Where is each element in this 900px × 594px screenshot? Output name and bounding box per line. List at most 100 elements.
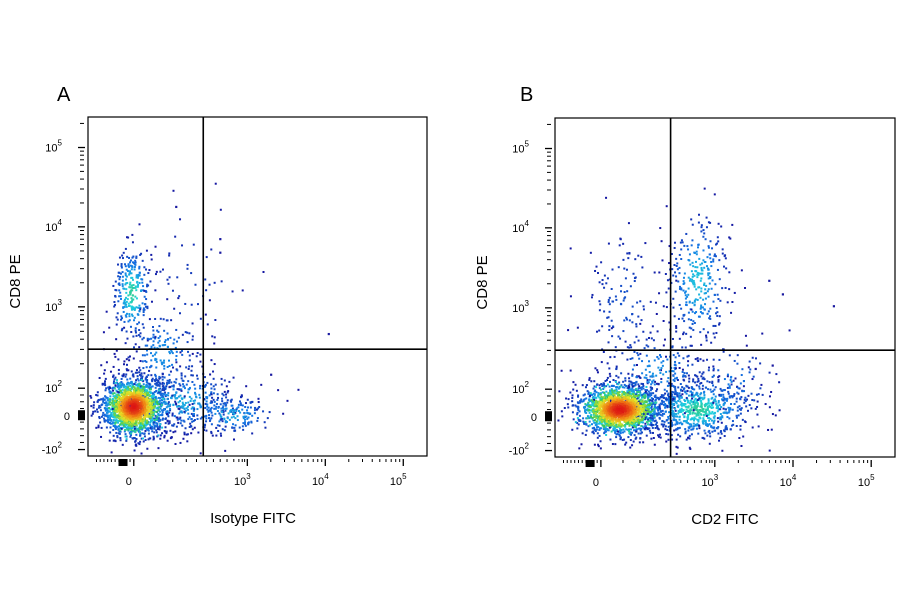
event-dot: [169, 429, 172, 432]
event-dot: [581, 432, 584, 435]
event-dot: [139, 420, 142, 423]
event-dot: [112, 414, 115, 417]
event-dot: [705, 410, 708, 413]
event-dot: [222, 394, 225, 397]
event-dot: [236, 415, 239, 418]
event-dot: [571, 400, 574, 403]
event-dot: [155, 410, 158, 413]
event-dot: [593, 428, 596, 431]
event-dot: [144, 426, 147, 429]
event-dot: [587, 392, 590, 395]
event-dot: [140, 396, 143, 399]
event-dot: [141, 385, 144, 388]
event-dot: [245, 415, 248, 418]
event-dot: [688, 380, 691, 383]
event-dot: [655, 406, 658, 409]
event-dot: [139, 408, 142, 411]
event-dot: [143, 387, 146, 390]
event-dot: [717, 426, 720, 429]
event-dot: [171, 352, 174, 355]
event-dot: [614, 426, 617, 429]
event-dot: [125, 305, 128, 308]
event-dot: [148, 394, 151, 397]
event-dot: [159, 270, 162, 273]
event-dot: [135, 399, 138, 402]
event-dot: [130, 403, 133, 406]
event-dot: [582, 406, 585, 409]
event-dot: [196, 417, 199, 420]
event-dot: [631, 426, 634, 429]
event-dot: [124, 263, 127, 266]
event-dot: [646, 428, 649, 431]
event-dot: [123, 326, 126, 329]
event-dot: [177, 421, 180, 424]
event-dot: [709, 405, 712, 408]
event-dot: [109, 403, 112, 406]
event-dot: [641, 425, 644, 428]
event-dot: [652, 418, 655, 421]
event-dot: [233, 426, 236, 429]
event-dot: [148, 405, 151, 408]
event-dot: [712, 427, 715, 430]
event-dot: [113, 387, 116, 390]
event-dot: [571, 396, 574, 399]
event-dot: [187, 367, 190, 370]
event-dot: [158, 381, 161, 384]
event-dot: [153, 417, 156, 420]
event-dot: [152, 438, 155, 441]
event-dot: [125, 300, 128, 303]
event-dot: [174, 402, 177, 405]
event-dot: [167, 415, 170, 418]
event-dot: [247, 422, 250, 425]
event-dot: [117, 368, 120, 371]
event-dot: [123, 402, 126, 405]
event-dot: [193, 419, 196, 422]
event-dot: [129, 398, 132, 401]
event-dot: [623, 383, 626, 386]
event-dot: [607, 393, 610, 396]
event-dot: [110, 391, 113, 394]
event-dot: [725, 428, 728, 431]
event-dot: [166, 383, 169, 386]
event-dot: [621, 431, 624, 434]
event-dot: [204, 278, 207, 281]
event-dot: [144, 401, 147, 404]
event-dot: [192, 415, 195, 418]
event-dot: [591, 401, 594, 404]
event-dot: [633, 424, 636, 427]
event-dot: [150, 409, 153, 412]
event-dot: [673, 398, 676, 401]
event-dot: [682, 413, 685, 416]
event-dot: [125, 358, 128, 361]
x-tick-label: 103: [234, 472, 251, 488]
event-dot: [219, 413, 222, 416]
event-dot: [130, 308, 133, 311]
event-dot: [120, 265, 123, 268]
event-dot: [698, 427, 701, 430]
event-dot: [136, 313, 139, 316]
event-dot: [119, 406, 122, 409]
event-dot: [190, 425, 193, 428]
event-dot: [597, 395, 600, 398]
event-dot: [107, 402, 110, 405]
event-dot: [586, 390, 589, 393]
event-dot: [623, 392, 626, 395]
event-dot: [141, 420, 144, 423]
event-dot: [131, 410, 134, 413]
event-dot: [153, 424, 156, 427]
event-dot: [111, 407, 114, 410]
event-dot: [103, 369, 106, 372]
event-dot: [144, 404, 147, 407]
event-dot: [610, 425, 613, 428]
event-dot: [663, 404, 666, 407]
event-dot: [297, 388, 300, 391]
event-dot: [112, 419, 115, 422]
event-dot: [112, 375, 115, 378]
event-dot: [131, 374, 134, 377]
event-dot: [101, 414, 104, 417]
event-dot: [135, 424, 138, 427]
event-dot: [162, 396, 165, 399]
event-dot: [648, 392, 651, 395]
event-dot: [258, 405, 261, 408]
